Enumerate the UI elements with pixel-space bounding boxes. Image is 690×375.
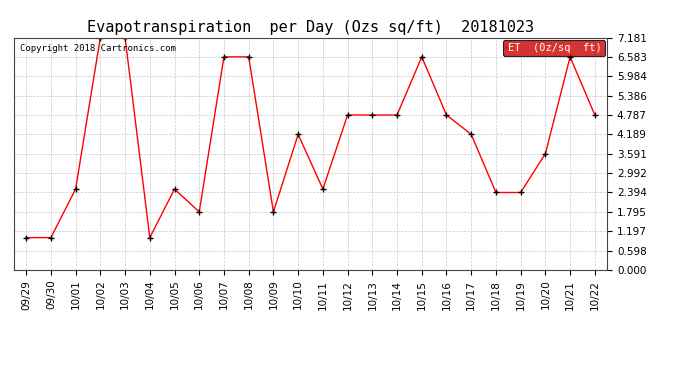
Text: Copyright 2018 Cartronics.com: Copyright 2018 Cartronics.com	[20, 45, 176, 54]
Legend: ET  (0z/sq  ft): ET (0z/sq ft)	[503, 40, 605, 56]
Title: Evapotranspiration  per Day (Ozs sq/ft)  20181023: Evapotranspiration per Day (Ozs sq/ft) 2…	[87, 20, 534, 35]
